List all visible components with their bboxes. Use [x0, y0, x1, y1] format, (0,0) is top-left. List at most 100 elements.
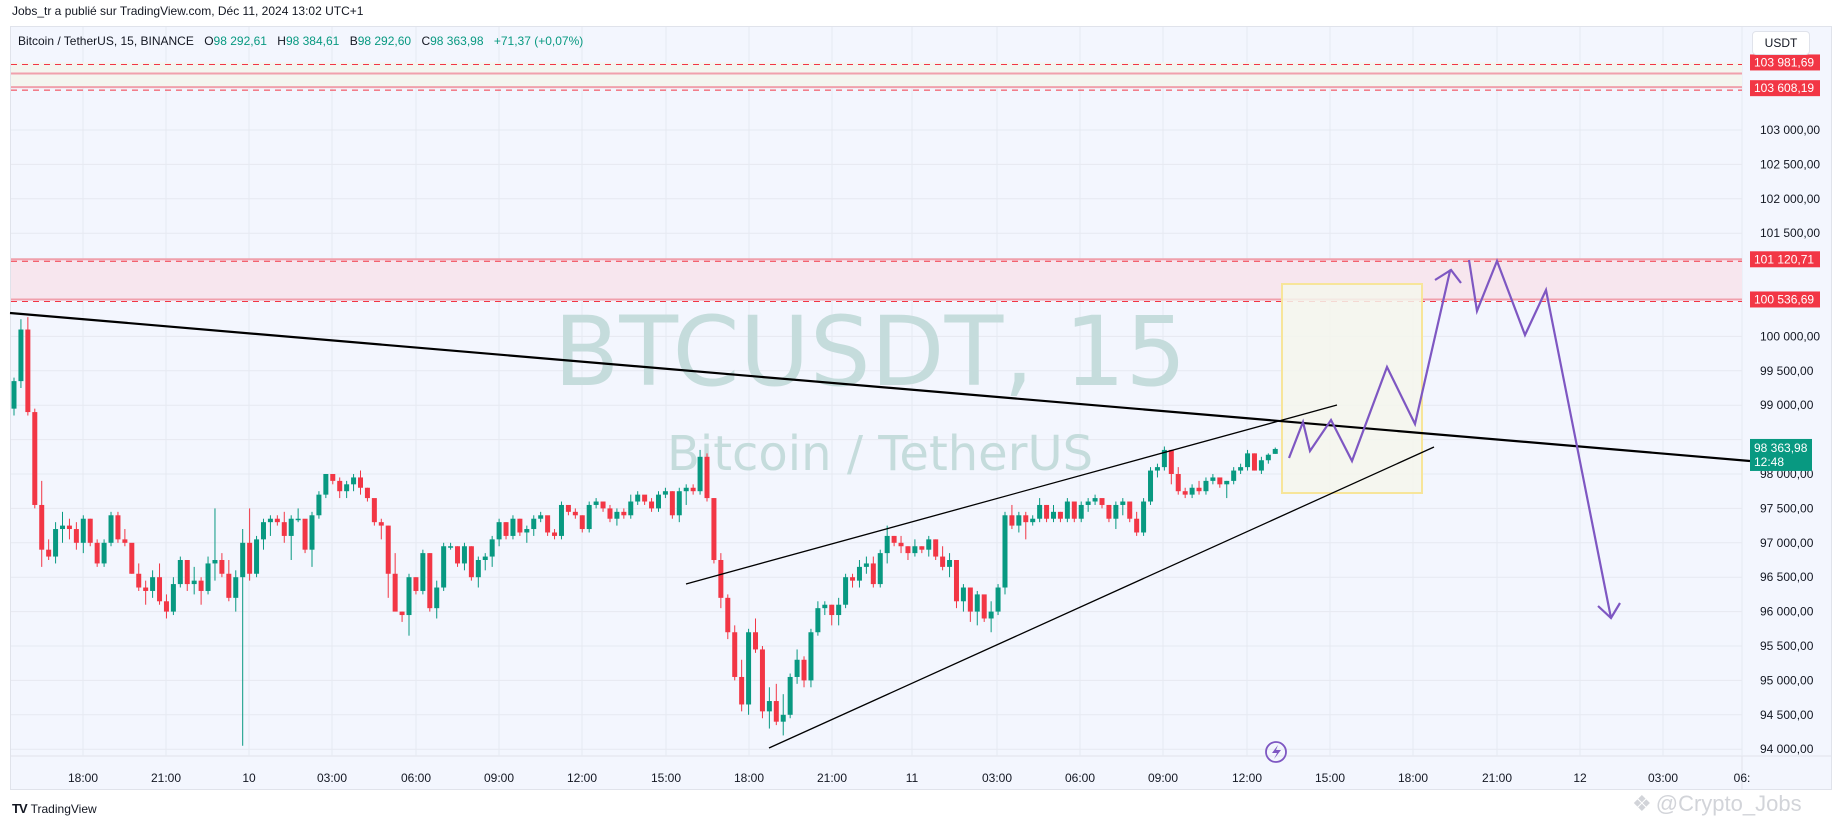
candle-body — [337, 480, 343, 492]
time-tick: 21:00 — [151, 771, 181, 785]
trendline-wedge-lower[interactable] — [768, 446, 1435, 749]
candle-body — [129, 542, 135, 574]
candle-body — [1051, 511, 1056, 519]
candle-body — [836, 604, 842, 616]
symbol-legend: Bitcoin / TetherUS, 15, BINANCE O98 292,… — [18, 34, 583, 48]
candle-body — [905, 546, 911, 554]
legend-high-label: H — [277, 34, 286, 48]
candle-body — [489, 539, 495, 557]
price-tick: 100 000,00 — [1760, 329, 1820, 343]
price-tick: 97 000,00 — [1760, 536, 1814, 550]
candle-body — [1071, 501, 1077, 519]
candle-body — [967, 587, 973, 612]
candle-body — [739, 676, 745, 705]
candle-body — [330, 474, 336, 481]
legend-symbol[interactable]: Bitcoin / TetherUS, 15, BINANCE — [18, 34, 194, 48]
candle-body — [1203, 480, 1209, 492]
candle-body — [697, 456, 703, 492]
candle-body — [455, 546, 461, 564]
price-tick: 101 500,00 — [1760, 226, 1820, 240]
candle-body — [101, 542, 107, 564]
chart-pane[interactable] — [10, 26, 1832, 790]
candle-body — [302, 518, 308, 550]
price-label-badge[interactable] — [1750, 291, 1820, 308]
candle-body — [351, 477, 357, 485]
candle-body — [420, 553, 426, 591]
candle-body — [1175, 474, 1181, 492]
candle-body — [1120, 501, 1126, 505]
candle-body — [1002, 515, 1008, 588]
currency-unit-button[interactable]: USDT — [1752, 31, 1810, 55]
candle-body — [600, 501, 606, 509]
candle-body — [413, 577, 419, 591]
price-label-badge[interactable] — [1750, 251, 1820, 268]
legend-low-value: 98 292,60 — [357, 34, 412, 48]
candle-body — [240, 542, 246, 578]
candle-body — [995, 587, 1001, 612]
candle-body — [1009, 515, 1015, 526]
candle-body — [1057, 511, 1063, 519]
price-tick: 95 000,00 — [1760, 673, 1814, 687]
candle-body — [822, 604, 828, 609]
candle-body — [753, 632, 759, 650]
candle-body — [517, 518, 523, 533]
legend-change: +71,37 (+0,07%) — [493, 34, 584, 48]
time-tick: 12 — [1573, 771, 1587, 785]
candle-body — [531, 518, 537, 530]
candle-body — [1044, 504, 1050, 519]
last-price-text: 98 363,98 — [1754, 441, 1808, 455]
candle-body — [933, 539, 939, 557]
time-tick: 09:00 — [1148, 771, 1178, 785]
price-label-text: 100 536,69 — [1754, 292, 1814, 306]
candle-body — [73, 529, 79, 543]
trendline-long-term-resistance[interactable] — [9, 311, 1751, 463]
price-label-badge[interactable] — [1750, 54, 1820, 71]
candle-body — [157, 577, 163, 602]
candle-body — [406, 577, 412, 616]
candle-body — [309, 515, 315, 550]
projection-path-up[interactable] — [1287, 269, 1452, 464]
last-price-badge[interactable] — [1750, 438, 1812, 471]
candle-body — [725, 597, 731, 633]
price-tick: 103 000,00 — [1760, 123, 1820, 137]
candle-body — [586, 504, 592, 530]
trendline-wedge-upper[interactable] — [685, 404, 1338, 585]
candle-body — [1092, 498, 1098, 502]
candle-body — [510, 518, 516, 536]
price-label-text: 101 120,71 — [1754, 252, 1814, 266]
time-tick: 10 — [242, 771, 256, 785]
projection-path-down[interactable] — [1467, 257, 1613, 619]
candle-body — [1127, 501, 1133, 519]
candle-body — [1106, 504, 1112, 519]
candle-body — [475, 560, 481, 578]
candle-body — [863, 563, 869, 567]
candle-body — [364, 487, 370, 499]
price-tick: 95 500,00 — [1760, 639, 1814, 653]
price-tick: 96 500,00 — [1760, 570, 1814, 584]
candle-body — [281, 522, 287, 536]
candle-body — [891, 535, 897, 543]
candle-body — [150, 577, 156, 591]
symbol-watermark: BTCUSDT, 15 — [554, 296, 1187, 408]
price-label-text: 103 981,69 — [1754, 55, 1814, 69]
time-tick: 11 — [906, 771, 919, 785]
candle-body — [1030, 518, 1036, 523]
candle-body — [66, 525, 72, 530]
time-tick: 06:00 — [401, 771, 431, 785]
lightning-event-icon[interactable] — [1265, 741, 1287, 763]
candle-body — [662, 491, 668, 495]
candle-body — [399, 611, 405, 616]
resistance-zone[interactable] — [11, 62, 1742, 89]
candle-body — [94, 542, 100, 564]
time-tick: 09:00 — [484, 771, 514, 785]
price-tick: 99 500,00 — [1760, 364, 1814, 378]
candle-body — [635, 494, 641, 502]
resistance-zone[interactable] — [11, 259, 1742, 300]
time-tick: 06: — [1734, 771, 1751, 785]
legend-low-label: B — [349, 34, 358, 48]
price-label-badge[interactable] — [1750, 80, 1820, 97]
candle-body — [427, 553, 433, 609]
candle-body — [704, 456, 710, 499]
tradingview-logo[interactable]: TV TradingView — [12, 801, 97, 816]
